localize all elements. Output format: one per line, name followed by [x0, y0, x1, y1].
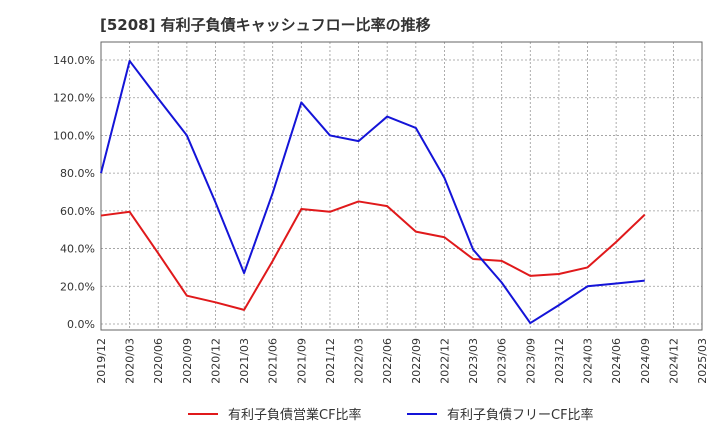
x-tick-label: 2023/09 [524, 338, 537, 384]
x-tick-label: 2022/03 [353, 338, 366, 384]
x-tick-label: 2021/03 [238, 338, 251, 384]
x-tick-label: 2023/12 [553, 338, 566, 384]
legend-label-1: 有利子負債営業CF比率 [228, 407, 362, 423]
x-tick-label: 2024/09 [639, 338, 652, 384]
series-layer [100, 59, 646, 325]
x-tick-label: 2022/12 [438, 338, 451, 384]
y-tick-label: 0.0% [67, 318, 95, 331]
x-tick-label: 2025/03 [696, 338, 709, 384]
y-tick-label: 140.0% [53, 54, 95, 67]
x-tick-label: 2020/12 [209, 338, 222, 384]
series-line-1 [100, 200, 646, 311]
y-tick-label: 120.0% [53, 92, 95, 105]
x-tick-label: 2020/06 [152, 338, 165, 384]
legend-label-2: 有利子負債フリーCF比率 [447, 407, 594, 423]
x-tick-label: 2020/03 [124, 338, 137, 384]
y-tick-label: 20.0% [60, 280, 95, 293]
legend: 有利子負債営業CF比率 有利子負債フリーCF比率 [188, 407, 594, 423]
x-tick-label: 2022/09 [410, 338, 423, 384]
x-tick-label: 2021/12 [324, 338, 337, 384]
series-line-2 [100, 59, 645, 325]
x-tick-label: 2021/09 [295, 338, 308, 384]
y-tick-label: 40.0% [60, 243, 95, 256]
y-tick-label: 80.0% [60, 167, 95, 180]
x-tick-label: 2020/09 [181, 338, 194, 384]
x-tick-label: 2024/03 [582, 338, 595, 384]
x-tick-label: 2023/03 [467, 338, 480, 384]
x-tick-label: 2024/12 [667, 338, 680, 384]
y-tick-label: 100.0% [53, 129, 95, 142]
y-axis-ticks: 0.0% 20.0% 40.0% 60.0% 80.0% 100.0% 120.0% 140.… [53, 54, 95, 331]
x-tick-label: 2023/06 [496, 338, 509, 384]
x-tick-label: 2024/06 [610, 338, 623, 384]
plot-frame [100, 41, 703, 331]
y-tick-label: 60.0% [60, 205, 95, 218]
x-tick-label: 2021/06 [267, 338, 280, 384]
x-tick-label: 2022/06 [381, 338, 394, 384]
x-axis-ticks: 2019/12 2020/03 2020/06 2020/09 2020/12 2021/… [95, 338, 709, 384]
chart-title: [5208] 有利子負債キャッシュフロー比率の推移 [100, 16, 431, 34]
x-tick-label: 2019/12 [95, 338, 108, 384]
grid [100, 42, 703, 330]
